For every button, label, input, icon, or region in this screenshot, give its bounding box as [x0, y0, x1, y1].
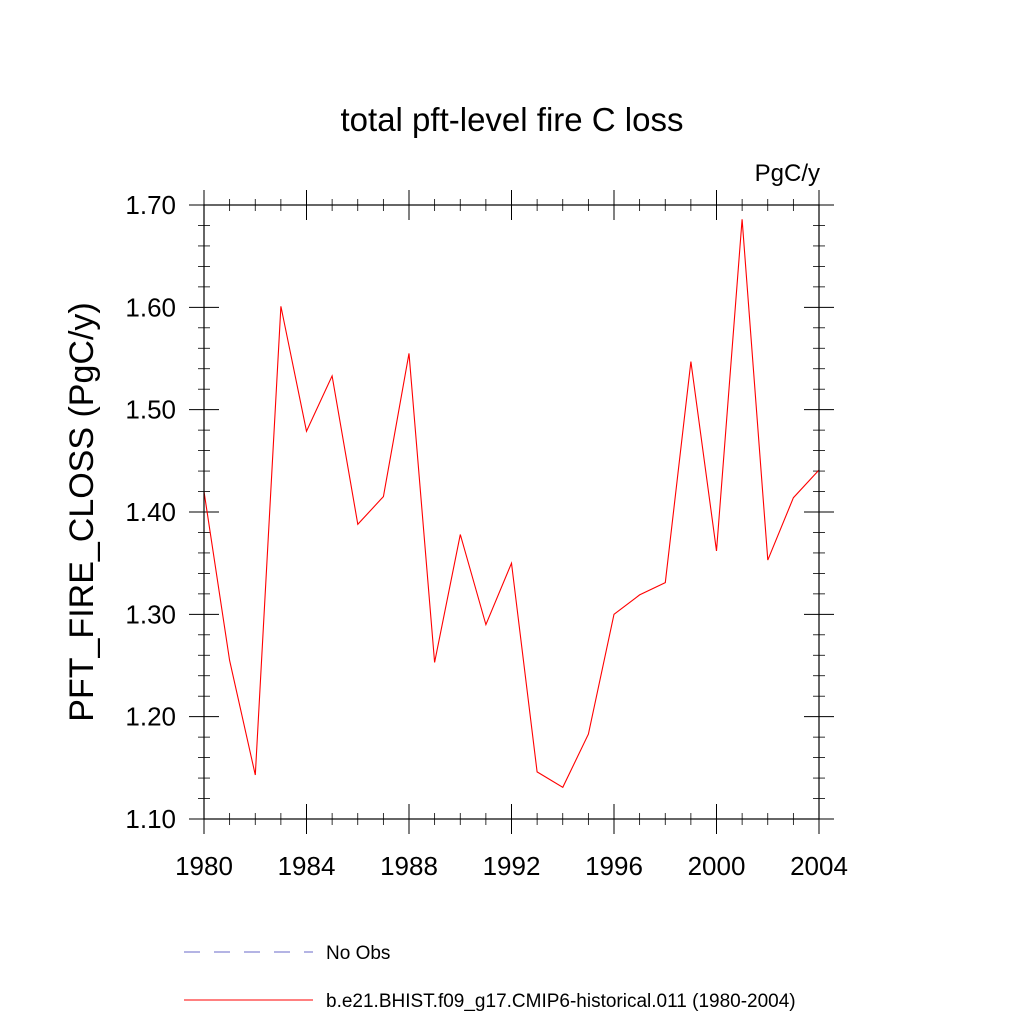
- y-tick-label: 1.30: [125, 599, 176, 629]
- legend: No Obs b.e21.BHIST.f09_g17.CMIP6-historic…: [184, 943, 796, 1012]
- y-tick-label: 1.60: [125, 292, 176, 322]
- axis-tick-labels: 1980 1984 1988 1992 1996 2000 2004 1.10 1.20 1.30…: [125, 190, 848, 881]
- plot-series: [203, 219, 820, 789]
- x-tick-label: 1988: [380, 851, 438, 881]
- x-tick-label: 1984: [278, 851, 336, 881]
- y-tick-label: 1.70: [125, 190, 176, 220]
- legend-label: b.e21.BHIST.f09_g17.CMIP6-historical.011…: [326, 991, 796, 1012]
- x-tick-label: 2004: [790, 851, 848, 881]
- chart-title: total pft-level fire C loss: [341, 101, 684, 138]
- series-line: [203, 219, 820, 789]
- unit-label: PgC/y: [755, 160, 820, 187]
- x-tick-label: 2000: [688, 851, 746, 881]
- legend-label: No Obs: [326, 943, 390, 964]
- y-axis-label: PFT_FIRE_CLOSS (PgC/y): [63, 302, 101, 721]
- x-tick-label: 1980: [175, 851, 233, 881]
- y-tick-label: 1.20: [125, 702, 176, 732]
- y-tick-label: 1.40: [125, 497, 176, 527]
- plot-frame: [203, 204, 820, 820]
- y-tick-label: 1.10: [125, 804, 176, 834]
- y-tick-label: 1.50: [125, 395, 176, 425]
- x-tick-label: 1996: [585, 851, 643, 881]
- x-tick-label: 1992: [483, 851, 541, 881]
